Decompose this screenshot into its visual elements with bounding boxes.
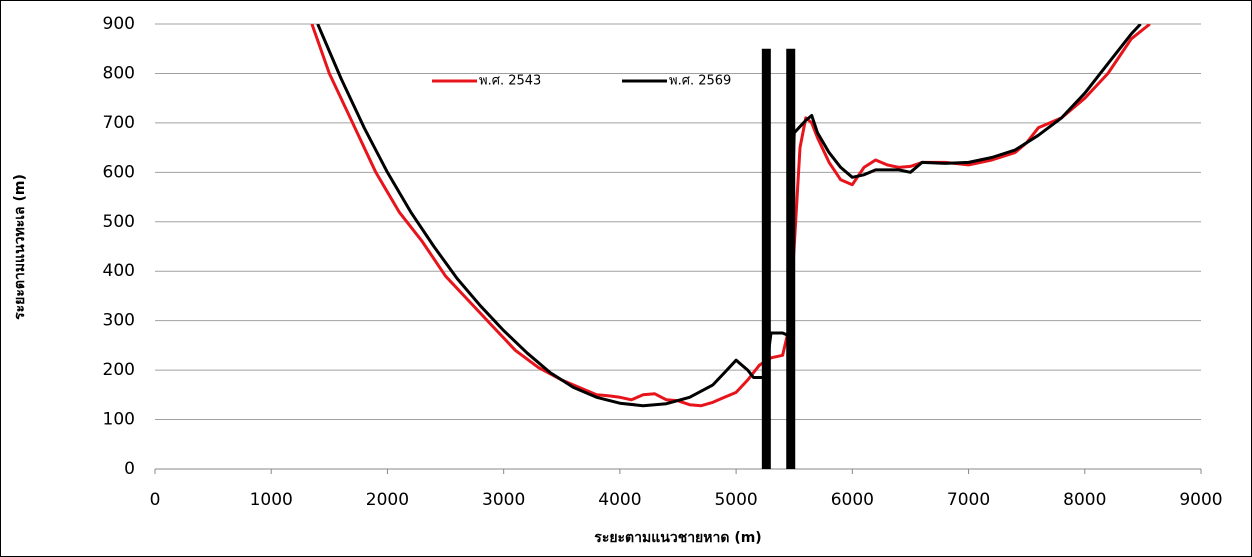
x-tick-label: 7000 <box>947 490 990 510</box>
x-tick-label: 1000 <box>250 490 293 510</box>
x-tick-label: 6000 <box>831 490 874 510</box>
legend-label: พ.ศ. 2543 <box>479 74 541 89</box>
y-axis-title: ระยะตามแนวทะเล (m) <box>12 174 28 320</box>
x-tick-label: 0 <box>150 490 161 510</box>
x-tick-label: 4000 <box>598 490 641 510</box>
x-tick-label: 8000 <box>1063 490 1106 510</box>
y-tick-label: 800 <box>103 63 135 83</box>
y-tick-label: 700 <box>103 113 135 133</box>
y-tick-label: 300 <box>103 311 135 331</box>
legend-label: พ.ศ. 2569 <box>669 74 731 89</box>
y-tick-label: 900 <box>103 14 135 34</box>
x-axis-title: ระยะตามแนวชายหาด (m) <box>594 530 761 546</box>
y-tick-label: 600 <box>103 162 135 182</box>
y-tick-label: 0 <box>124 459 135 479</box>
y-tick-label: 200 <box>103 360 135 380</box>
x-tick-label: 5000 <box>714 490 757 510</box>
x-tick-label: 2000 <box>366 490 409 510</box>
y-tick-label: 400 <box>103 261 135 281</box>
x-tick-label: 3000 <box>482 490 525 510</box>
x-tick-label: 9000 <box>1179 490 1222 510</box>
y-tick-label: 100 <box>103 410 135 430</box>
data-line <box>316 24 1142 408</box>
y-tick-label: 500 <box>103 212 135 232</box>
